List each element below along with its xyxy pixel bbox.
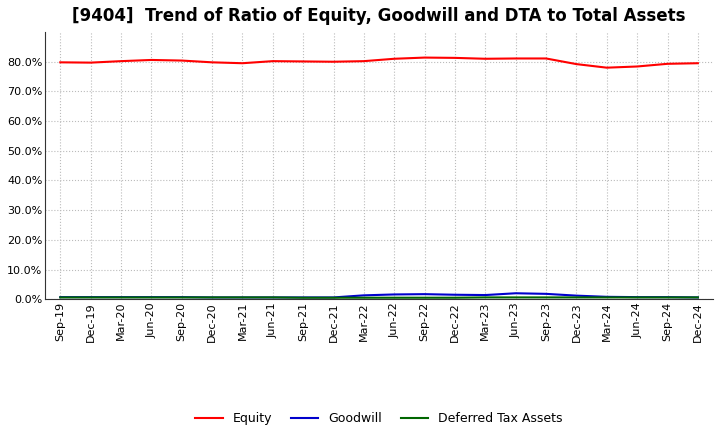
Line: Goodwill: Goodwill <box>60 293 698 297</box>
Deferred Tax Assets <box>663 295 672 300</box>
Equity <box>541 56 550 61</box>
Goodwill <box>541 291 550 297</box>
Goodwill <box>56 294 65 300</box>
Deferred Tax Assets <box>269 295 277 300</box>
Goodwill <box>572 293 581 298</box>
Equity <box>177 58 186 63</box>
Goodwill <box>147 294 156 300</box>
Equity <box>208 60 217 65</box>
Legend: Equity, Goodwill, Deferred Tax Assets: Equity, Goodwill, Deferred Tax Assets <box>190 407 568 430</box>
Deferred Tax Assets <box>572 295 581 300</box>
Goodwill <box>633 294 642 300</box>
Line: Equity: Equity <box>60 58 698 68</box>
Title: [9404]  Trend of Ratio of Equity, Goodwill and DTA to Total Assets: [9404] Trend of Ratio of Equity, Goodwil… <box>72 7 686 25</box>
Deferred Tax Assets <box>56 295 65 300</box>
Goodwill <box>511 291 520 296</box>
Goodwill <box>390 292 399 297</box>
Deferred Tax Assets <box>117 295 125 300</box>
Deferred Tax Assets <box>147 295 156 300</box>
Goodwill <box>693 295 702 300</box>
Equity <box>481 56 490 62</box>
Equity <box>572 62 581 67</box>
Goodwill <box>269 295 277 300</box>
Equity <box>117 59 125 64</box>
Goodwill <box>420 292 429 297</box>
Equity <box>511 56 520 61</box>
Equity <box>269 59 277 64</box>
Equity <box>147 57 156 62</box>
Goodwill <box>451 292 459 297</box>
Deferred Tax Assets <box>511 295 520 300</box>
Equity <box>238 61 247 66</box>
Goodwill <box>603 294 611 300</box>
Goodwill <box>663 294 672 300</box>
Equity <box>451 55 459 61</box>
Equity <box>390 56 399 62</box>
Equity <box>86 60 95 65</box>
Goodwill <box>117 294 125 300</box>
Equity <box>359 59 368 64</box>
Equity <box>329 59 338 64</box>
Equity <box>693 61 702 66</box>
Equity <box>633 64 642 69</box>
Deferred Tax Assets <box>451 295 459 301</box>
Deferred Tax Assets <box>390 295 399 301</box>
Goodwill <box>177 294 186 300</box>
Goodwill <box>208 295 217 300</box>
Deferred Tax Assets <box>359 295 368 301</box>
Equity <box>420 55 429 60</box>
Goodwill <box>329 295 338 300</box>
Deferred Tax Assets <box>208 295 217 300</box>
Goodwill <box>359 293 368 298</box>
Goodwill <box>238 295 247 300</box>
Deferred Tax Assets <box>541 295 550 300</box>
Goodwill <box>86 294 95 300</box>
Goodwill <box>481 293 490 298</box>
Deferred Tax Assets <box>420 295 429 301</box>
Deferred Tax Assets <box>86 295 95 300</box>
Equity <box>663 61 672 66</box>
Equity <box>299 59 307 64</box>
Deferred Tax Assets <box>693 295 702 300</box>
Deferred Tax Assets <box>238 295 247 300</box>
Goodwill <box>299 295 307 300</box>
Equity <box>56 60 65 65</box>
Deferred Tax Assets <box>481 295 490 300</box>
Deferred Tax Assets <box>177 295 186 300</box>
Equity <box>603 65 611 70</box>
Deferred Tax Assets <box>633 295 642 300</box>
Deferred Tax Assets <box>603 295 611 300</box>
Deferred Tax Assets <box>299 295 307 301</box>
Deferred Tax Assets <box>329 295 338 301</box>
